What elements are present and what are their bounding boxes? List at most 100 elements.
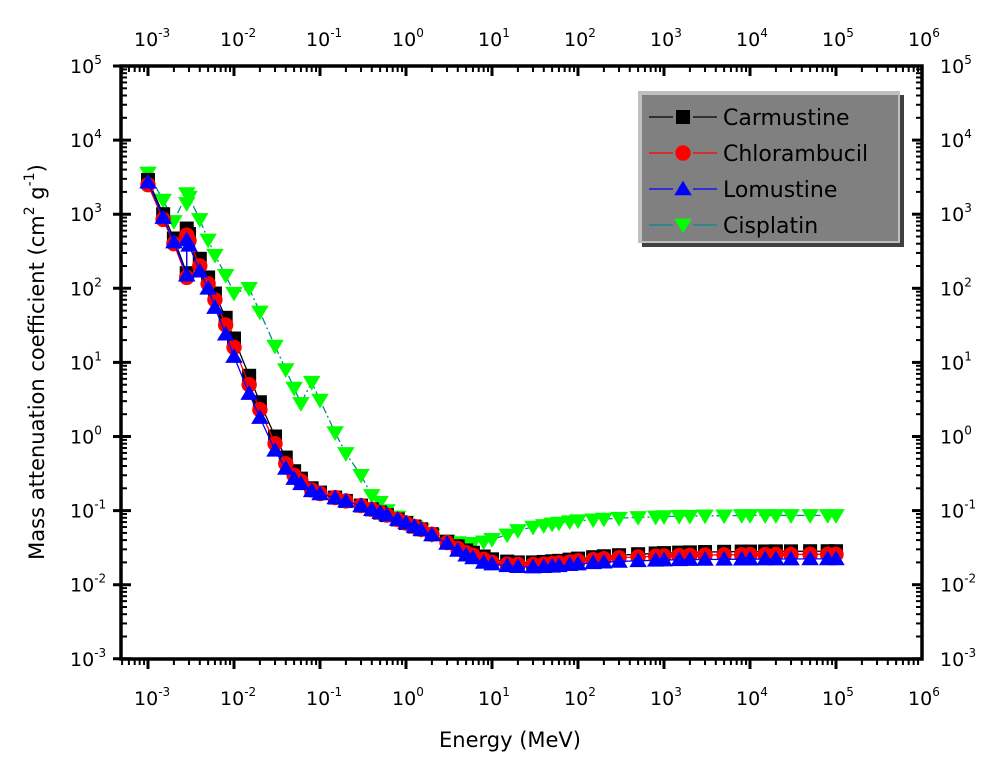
data-point-cisplatin	[311, 393, 329, 409]
x-tick-label-bottom-exponent: -3	[158, 685, 170, 699]
data-point-lomustine	[154, 209, 172, 224]
x-tick-label-bottom-exponent: 4	[760, 685, 768, 699]
data-point-cisplatin	[326, 426, 344, 441]
data-point-cisplatin	[199, 233, 217, 249]
x-tick-label-bottom: 10-2	[220, 685, 256, 710]
x-tick-label-bottom-exponent: -2	[244, 685, 256, 699]
legend-label: Cisplatin	[723, 214, 818, 239]
x-tick-label-top: 10-3	[134, 26, 170, 51]
y-tick-label-right: 101	[940, 349, 972, 374]
x-tick-label-top-exponent: 5	[846, 26, 854, 40]
y-tick-label-left-exponent: 5	[94, 53, 102, 67]
y-tick-label-left: 102	[70, 275, 102, 300]
data-point-lomustine	[240, 385, 258, 400]
x-tick-label-bottom: 10-1	[306, 685, 342, 710]
x-tick-label-bottom-exponent: 5	[846, 685, 854, 699]
y-tick-label-left: 103	[70, 201, 102, 226]
data-point-cisplatin	[741, 509, 759, 524]
data-point-cisplatin	[180, 190, 198, 206]
x-tick-label-top: 100	[392, 26, 424, 51]
x-tick-label-bottom: 104	[736, 685, 768, 710]
legend-label: Carmustine	[723, 106, 850, 131]
data-point-lomustine	[483, 555, 501, 571]
x-tick-label-top-exponent: 1	[502, 26, 510, 40]
data-point-lomustine	[655, 551, 673, 567]
x-tick-label-bottom-base: 10	[564, 688, 588, 710]
data-point-lomustine	[610, 553, 628, 568]
data-point-lomustine	[199, 279, 217, 295]
y-tick-label-right-exponent: 1	[964, 349, 972, 363]
y-tick-label-right-base: 10	[940, 352, 964, 374]
data-point-lomustine	[139, 173, 157, 189]
y-tick-label-right-exponent: 5	[964, 53, 972, 67]
data-point-chlorambucil	[217, 317, 234, 333]
data-point-lomustine	[216, 325, 235, 341]
y-tick-label-left-exponent: -2	[94, 572, 106, 586]
data-point-lomustine	[767, 550, 785, 566]
data-point-cisplatin	[629, 511, 647, 526]
legend-marker-square-icon	[676, 110, 690, 124]
data-point-lomustine	[352, 497, 370, 513]
data-point-cisplatin	[371, 495, 389, 511]
x-tick-label-top-exponent: 6	[932, 26, 940, 40]
series-lomustine	[139, 173, 845, 574]
x-axis-title: Energy (MeV)	[439, 728, 581, 752]
legend-entries: Carmustine Chlorambucil Lomustine Cisplatin	[649, 106, 868, 239]
x-tick-label-bottom: 102	[564, 685, 596, 710]
x-tick-label-bottom: 105	[822, 685, 854, 710]
x-tick-label-bottom-exponent: 3	[674, 685, 682, 699]
data-point-cisplatin	[302, 375, 321, 391]
x-tick-label-bottom-exponent: 1	[502, 685, 510, 699]
series-cisplatin	[139, 166, 845, 552]
data-point-lomustine	[337, 492, 355, 508]
x-tick-label-bottom-base: 10	[392, 688, 416, 710]
data-point-cisplatin	[524, 520, 542, 536]
data-point-lomustine	[251, 409, 269, 424]
data-point-lomustine	[292, 475, 310, 491]
x-tick-label-bottom-base: 10	[736, 688, 760, 710]
data-point-cisplatin	[801, 509, 819, 524]
x-tick-label-bottom-base: 10	[908, 688, 932, 710]
data-point-lomustine	[827, 550, 845, 566]
data-point-lomustine	[438, 535, 456, 550]
data-point-cisplatin	[696, 509, 714, 525]
y-tick-label-left-exponent: 1	[94, 349, 102, 363]
x-tick-label-top-base: 10	[822, 29, 846, 51]
y-axis-title-sup2: -1	[22, 172, 38, 186]
data-point-cisplatin	[352, 468, 370, 484]
x-tick-label-top-base: 10	[306, 29, 330, 51]
data-point-cisplatin	[266, 339, 284, 355]
data-point-lomustine	[266, 441, 284, 457]
data-point-cisplatin	[191, 213, 209, 228]
x-tick-label-top-base: 10	[564, 29, 588, 51]
y-tick-label-right-exponent: 0	[964, 424, 972, 438]
x-tick-label-bottom-exponent: 2	[588, 685, 596, 699]
data-point-lomustine	[225, 348, 243, 363]
data-point-lomustine	[165, 233, 183, 249]
data-point-chlorambucil	[226, 339, 242, 355]
y-tick-label-right-exponent: -2	[964, 572, 976, 586]
x-tick-label-bottom-base: 10	[220, 688, 244, 710]
x-tick-label-bottom-base: 10	[306, 688, 330, 710]
y-tick-label-right: 104	[940, 127, 972, 152]
y-axis-title-end: )	[25, 164, 49, 172]
x-tick-label-bottom: 10-3	[134, 685, 170, 710]
data-point-cisplatin	[595, 512, 613, 528]
data-point-cisplatin	[550, 516, 568, 532]
y-tick-label-left: 10-2	[70, 572, 106, 597]
y-tick-label-right-exponent: 4	[964, 127, 972, 141]
y-tick-label-right: 10-3	[940, 646, 976, 671]
plot-frame	[119, 64, 924, 661]
x-tick-label-top-exponent: 2	[588, 26, 596, 40]
x-tick-label-top-base: 10	[134, 29, 158, 51]
x-tick-label-top: 104	[736, 26, 768, 51]
data-point-lomustine	[206, 299, 224, 314]
x-tick-label-top-exponent: 3	[674, 26, 682, 40]
x-tick-label-bottom-exponent: 0	[416, 685, 424, 699]
data-point-cisplatin	[337, 447, 355, 462]
y-tick-label-left-base: 10	[70, 649, 94, 671]
y-tick-label-left: 105	[70, 53, 102, 78]
data-point-cisplatin	[782, 509, 800, 524]
x-tick-label-top-exponent: -1	[330, 26, 342, 40]
